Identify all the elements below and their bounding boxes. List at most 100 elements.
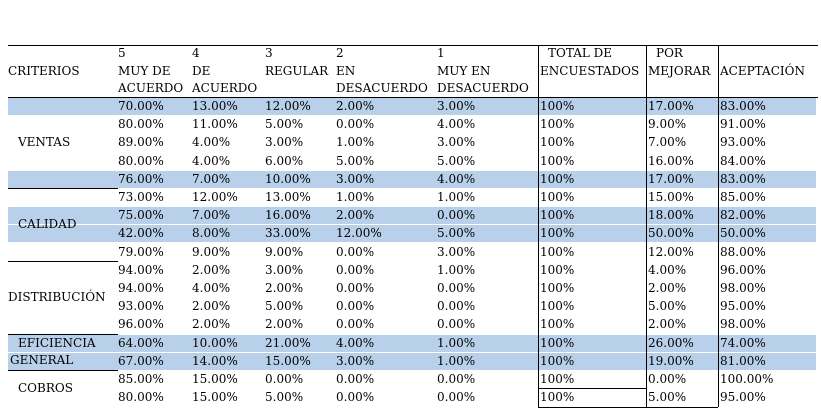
table-cell: 3.00% xyxy=(265,135,304,150)
table-cell: 75.00% xyxy=(118,208,164,223)
header-number: 4 xyxy=(192,46,200,60)
header-label: MUY DE xyxy=(118,64,171,78)
table-cell: 0.00% xyxy=(437,208,476,223)
table-cell: 1.00% xyxy=(437,335,476,350)
table-cell: 95.00% xyxy=(720,299,766,314)
table-cell: 3.00% xyxy=(437,244,476,259)
table-cell: 100% xyxy=(540,372,575,386)
table-cell: 84.00% xyxy=(720,153,766,168)
col-rule xyxy=(718,45,719,408)
table-cell: 100% xyxy=(540,208,575,223)
header-label: ACUERDO xyxy=(118,81,184,95)
criterio-label: DISTRIBUCIÓN xyxy=(8,289,106,304)
table-cell: 16.00% xyxy=(648,153,694,168)
criterio-label: EFICIENCIA xyxy=(18,335,96,350)
table-cell: 4.00% xyxy=(192,281,231,295)
table-cell: 3.00% xyxy=(336,171,375,186)
table-cell: 13.00% xyxy=(265,190,311,204)
table-cell: 94.00% xyxy=(118,281,164,295)
table-cell: 15.00% xyxy=(192,372,238,386)
table-cell: 96.00% xyxy=(118,317,164,332)
header-label: DESACUERDO xyxy=(336,81,428,95)
table-cell: 4.00% xyxy=(336,335,375,350)
table-cell: 73.00% xyxy=(118,190,164,204)
group-rule xyxy=(8,260,118,262)
col-rule xyxy=(646,45,647,408)
table-cell: 0.00% xyxy=(437,299,476,314)
table-cell: 2.00% xyxy=(336,99,375,113)
row-highlight xyxy=(8,334,816,352)
table-cell: 0.00% xyxy=(437,317,476,332)
table-cell: 100% xyxy=(540,190,575,204)
table-cell: 17.00% xyxy=(648,171,694,186)
rule-header xyxy=(8,97,818,98)
table-cell: 100% xyxy=(540,299,575,314)
table-cell: 5.00% xyxy=(437,226,476,241)
col-rule xyxy=(538,45,539,408)
table-cell: 5.00% xyxy=(265,390,304,405)
table-cell: 80.00% xyxy=(118,117,164,132)
table-cell: 100% xyxy=(540,262,575,277)
header-number: 5 xyxy=(118,46,126,60)
table-cell: 94.00% xyxy=(118,262,164,277)
table-cell: 70.00% xyxy=(118,99,164,113)
header-label: MEJORAR xyxy=(648,64,711,78)
table-cell: 91.00% xyxy=(720,117,766,132)
group-rule xyxy=(8,370,118,371)
header-label: ACUERDO xyxy=(192,81,258,95)
table-cell: 100% xyxy=(540,317,575,332)
table-cell: 2.00% xyxy=(648,281,687,295)
table-cell: 3.00% xyxy=(265,262,304,277)
table-cell: 5.00% xyxy=(265,299,304,314)
table-cell: 1.00% xyxy=(336,135,375,150)
criterio-label: COBROS xyxy=(18,380,73,395)
table-cell: 89.00% xyxy=(118,135,164,150)
table-cell: 5.00% xyxy=(648,390,687,405)
table-cell: 2.00% xyxy=(192,299,231,314)
table-cell: 76.00% xyxy=(118,171,164,186)
table-cell: 80.00% xyxy=(118,153,164,168)
table-cell: 7.00% xyxy=(192,171,231,186)
criterio-label: CALIDAD xyxy=(18,216,77,231)
header-label: EN xyxy=(336,64,356,78)
table-cell: 3.00% xyxy=(437,99,476,113)
table-cell: 0.00% xyxy=(437,281,476,295)
table-cell: 6.00% xyxy=(265,153,304,168)
table-cell: 7.00% xyxy=(648,135,687,150)
table-cell: 9.00% xyxy=(648,117,687,132)
table-cell: 18.00% xyxy=(648,208,694,223)
table-cell: 11.00% xyxy=(192,117,238,132)
table-cell: 14.00% xyxy=(192,353,238,368)
header-number: 1 xyxy=(437,46,445,60)
table-cell: 98.00% xyxy=(720,281,766,295)
table-cell: 85.00% xyxy=(720,190,766,204)
table-cell: 1.00% xyxy=(336,190,375,204)
table-cell: 9.00% xyxy=(265,244,304,259)
table-cell: 7.00% xyxy=(192,208,231,223)
table-cell: 0.00% xyxy=(336,390,375,405)
table-cell: 100% xyxy=(540,390,575,405)
table-cell: 100% xyxy=(540,353,575,368)
table-cell: 0.00% xyxy=(336,299,375,314)
table-cell: 0.00% xyxy=(265,372,304,386)
table-cell: 85.00% xyxy=(118,372,164,386)
row-highlight xyxy=(8,225,816,243)
table-cell: 100% xyxy=(540,153,575,168)
table-cell: 100% xyxy=(540,171,575,186)
table-cell: 100% xyxy=(540,335,575,350)
table-cell: 67.00% xyxy=(118,353,164,368)
table-cell: 0.00% xyxy=(336,262,375,277)
table-cell: 2.00% xyxy=(265,317,304,332)
header-number: 2 xyxy=(336,46,344,60)
table-cell: 42.00% xyxy=(118,226,164,241)
table-cell: 100% xyxy=(540,99,575,113)
table-cell: 21.00% xyxy=(265,335,311,350)
table-cell: 0.00% xyxy=(336,281,375,295)
table-cell: 12.00% xyxy=(192,190,238,204)
table-cell: 3.00% xyxy=(437,135,476,150)
table-cell: 2.00% xyxy=(192,262,231,277)
table-cell: 10.00% xyxy=(192,335,238,350)
table-cell: 0.00% xyxy=(336,317,375,332)
header-label: REGULAR xyxy=(265,64,329,78)
